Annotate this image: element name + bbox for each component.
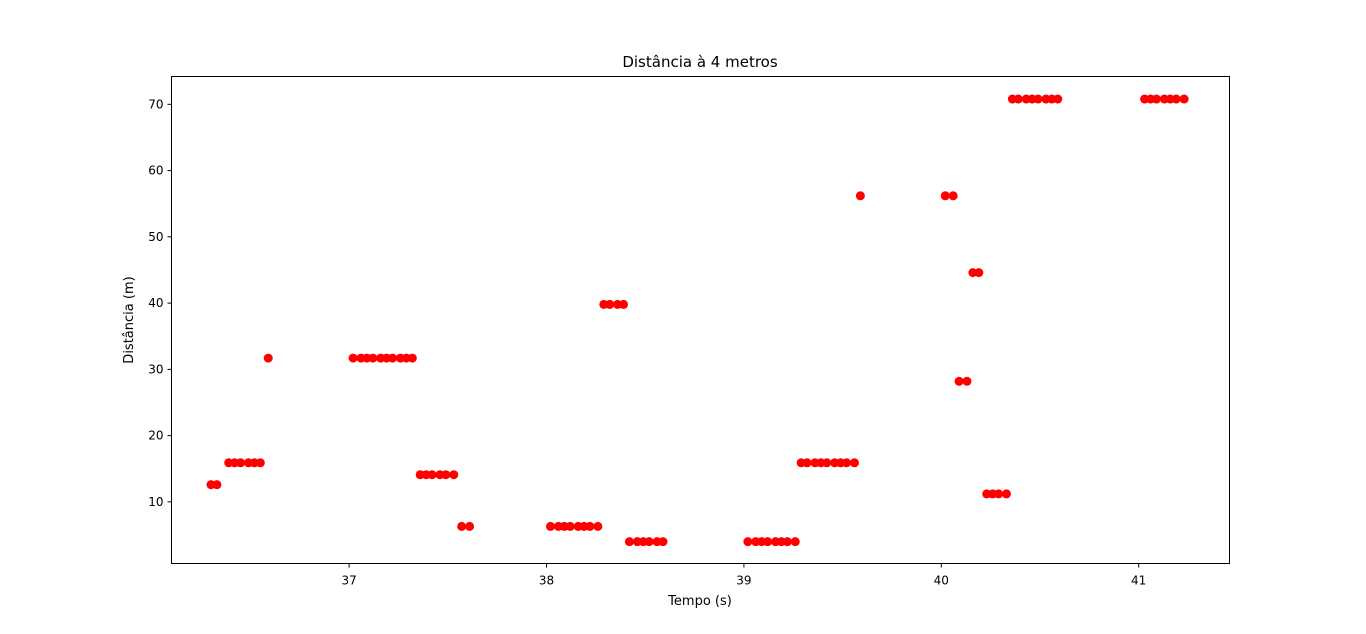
- data-points: [206, 94, 1189, 547]
- data-point: [940, 191, 950, 201]
- data-point: [465, 521, 475, 531]
- data-point: [449, 470, 459, 480]
- data-point: [263, 353, 273, 363]
- data-point: [565, 521, 575, 531]
- y-axis-ticks: 10 20 30 40 50 60 70: [148, 97, 172, 509]
- data-point: [212, 480, 222, 490]
- x-axis-label: Tempo (s): [667, 594, 732, 609]
- data-point: [743, 537, 753, 547]
- data-point: [388, 353, 398, 363]
- data-point: [545, 521, 555, 531]
- data-point: [782, 537, 792, 547]
- y-tick-label: 70: [148, 97, 163, 111]
- data-point: [1033, 94, 1043, 104]
- plot-area-frame: [171, 76, 1230, 564]
- chart-title: Distância à 4 metros: [622, 53, 777, 71]
- data-point: [605, 299, 615, 309]
- data-point: [1001, 489, 1011, 499]
- y-tick-label: 30: [148, 362, 163, 376]
- data-point: [624, 537, 634, 547]
- data-point: [658, 537, 668, 547]
- x-tick-label: 40: [934, 574, 949, 588]
- y-tick-label: 60: [148, 164, 163, 178]
- data-point: [348, 353, 358, 363]
- data-point: [457, 521, 467, 531]
- y-tick-label: 10: [148, 495, 163, 509]
- data-point: [1053, 94, 1063, 104]
- data-point: [954, 376, 964, 386]
- data-point: [255, 458, 265, 468]
- data-point: [802, 458, 812, 468]
- x-tick-label: 39: [736, 574, 751, 588]
- data-point: [790, 537, 800, 547]
- data-point: [855, 191, 865, 201]
- x-tick-label: 41: [1131, 574, 1146, 588]
- data-point: [1171, 94, 1181, 104]
- data-point: [407, 353, 417, 363]
- data-point: [619, 299, 629, 309]
- data-point: [842, 458, 852, 468]
- data-point: [1151, 94, 1161, 104]
- x-tick-label: 38: [539, 574, 554, 588]
- data-point: [1179, 94, 1189, 104]
- data-point: [822, 458, 832, 468]
- y-axis-label: Distância (m): [122, 276, 137, 363]
- data-point: [427, 470, 437, 480]
- data-point: [644, 537, 654, 547]
- data-point: [368, 353, 378, 363]
- data-point: [948, 191, 958, 201]
- data-point: [962, 376, 972, 386]
- x-axis-ticks: 37 38 39 40 41: [342, 563, 1146, 588]
- data-point: [763, 537, 773, 547]
- data-point: [849, 458, 859, 468]
- data-point: [593, 521, 603, 531]
- data-point: [236, 458, 246, 468]
- data-point: [441, 470, 451, 480]
- y-tick-label: 20: [148, 429, 163, 443]
- y-tick-label: 50: [148, 230, 163, 244]
- data-point: [585, 521, 595, 531]
- y-tick-label: 40: [148, 296, 163, 310]
- data-point: [1013, 94, 1023, 104]
- x-tick-label: 37: [342, 574, 357, 588]
- data-point: [994, 489, 1004, 499]
- data-point: [974, 268, 984, 278]
